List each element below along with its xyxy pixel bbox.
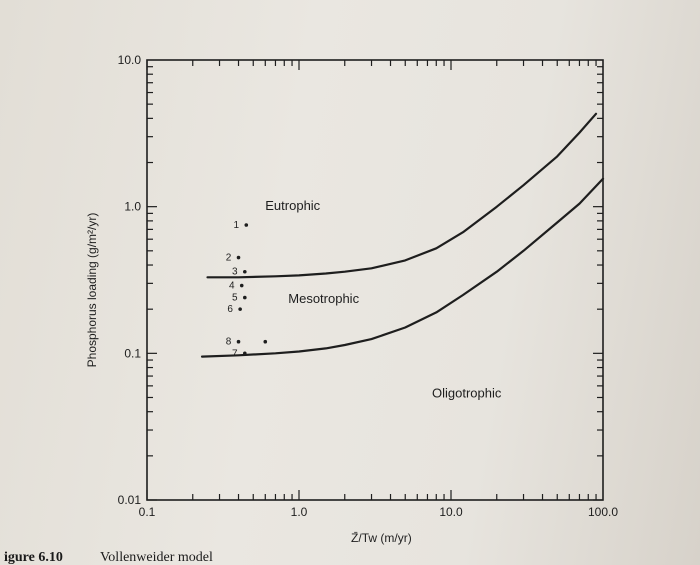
data-point: [238, 307, 242, 311]
data-point-label: 6: [227, 304, 233, 315]
data-point: [263, 339, 268, 344]
data-point: [244, 223, 249, 227]
data-point-label: 4: [229, 281, 235, 292]
data-point-label: 7: [232, 348, 238, 359]
y-tick-label: 10.0: [118, 53, 142, 67]
boundary-curves: [200, 112, 605, 358]
zone-label-oligotrophic: Oligotrophic: [432, 385, 502, 400]
data-point: [239, 283, 244, 288]
data-point-label: 2: [226, 253, 232, 264]
data-point: [236, 255, 241, 260]
x-tick-label: 0.1: [139, 505, 156, 519]
data-point: [243, 269, 247, 274]
y-tick-label: 1.0: [124, 200, 141, 214]
plot-frame: [146, 59, 604, 501]
y-axis-title: Phosphorus loading (g/m²/yr): [85, 213, 99, 368]
x-axis-title: Z̄/Tw (m/yr): [351, 531, 412, 545]
figure-caption: Vollenweider model: [100, 550, 213, 565]
x-tick-label: 10.0: [439, 505, 463, 519]
data-point-label: 3: [232, 267, 238, 278]
data-point: [236, 339, 241, 344]
text-labels: 0.1 1.0 10.0 100.00.010.11.010.0EutrophicMe…: [4, 53, 618, 565]
data-point: [243, 351, 247, 356]
figure-number: igure 6.10: [4, 550, 63, 565]
boundary-curve-2: [200, 177, 605, 358]
data-point-label: 5: [232, 293, 238, 304]
zone-label-eutrophic: Eutrophic: [265, 198, 320, 213]
boundary-curve-1: [206, 112, 598, 279]
data-point-label: 1: [234, 220, 240, 231]
data-point: [243, 295, 247, 300]
axis-ticks: [146, 60, 603, 501]
plot-border: [146, 59, 604, 501]
y-tick-label: 0.01: [118, 493, 142, 507]
x-tick-label: 1.0: [291, 505, 308, 519]
x-tick-label: 100.0: [588, 505, 618, 519]
y-tick-label: 0.1: [124, 346, 141, 360]
data-point-label: 8: [226, 337, 232, 348]
zone-label-mesotrophic: Mesotrophic: [288, 291, 359, 306]
lake-data-points: 1 23 456 87: [226, 220, 268, 359]
